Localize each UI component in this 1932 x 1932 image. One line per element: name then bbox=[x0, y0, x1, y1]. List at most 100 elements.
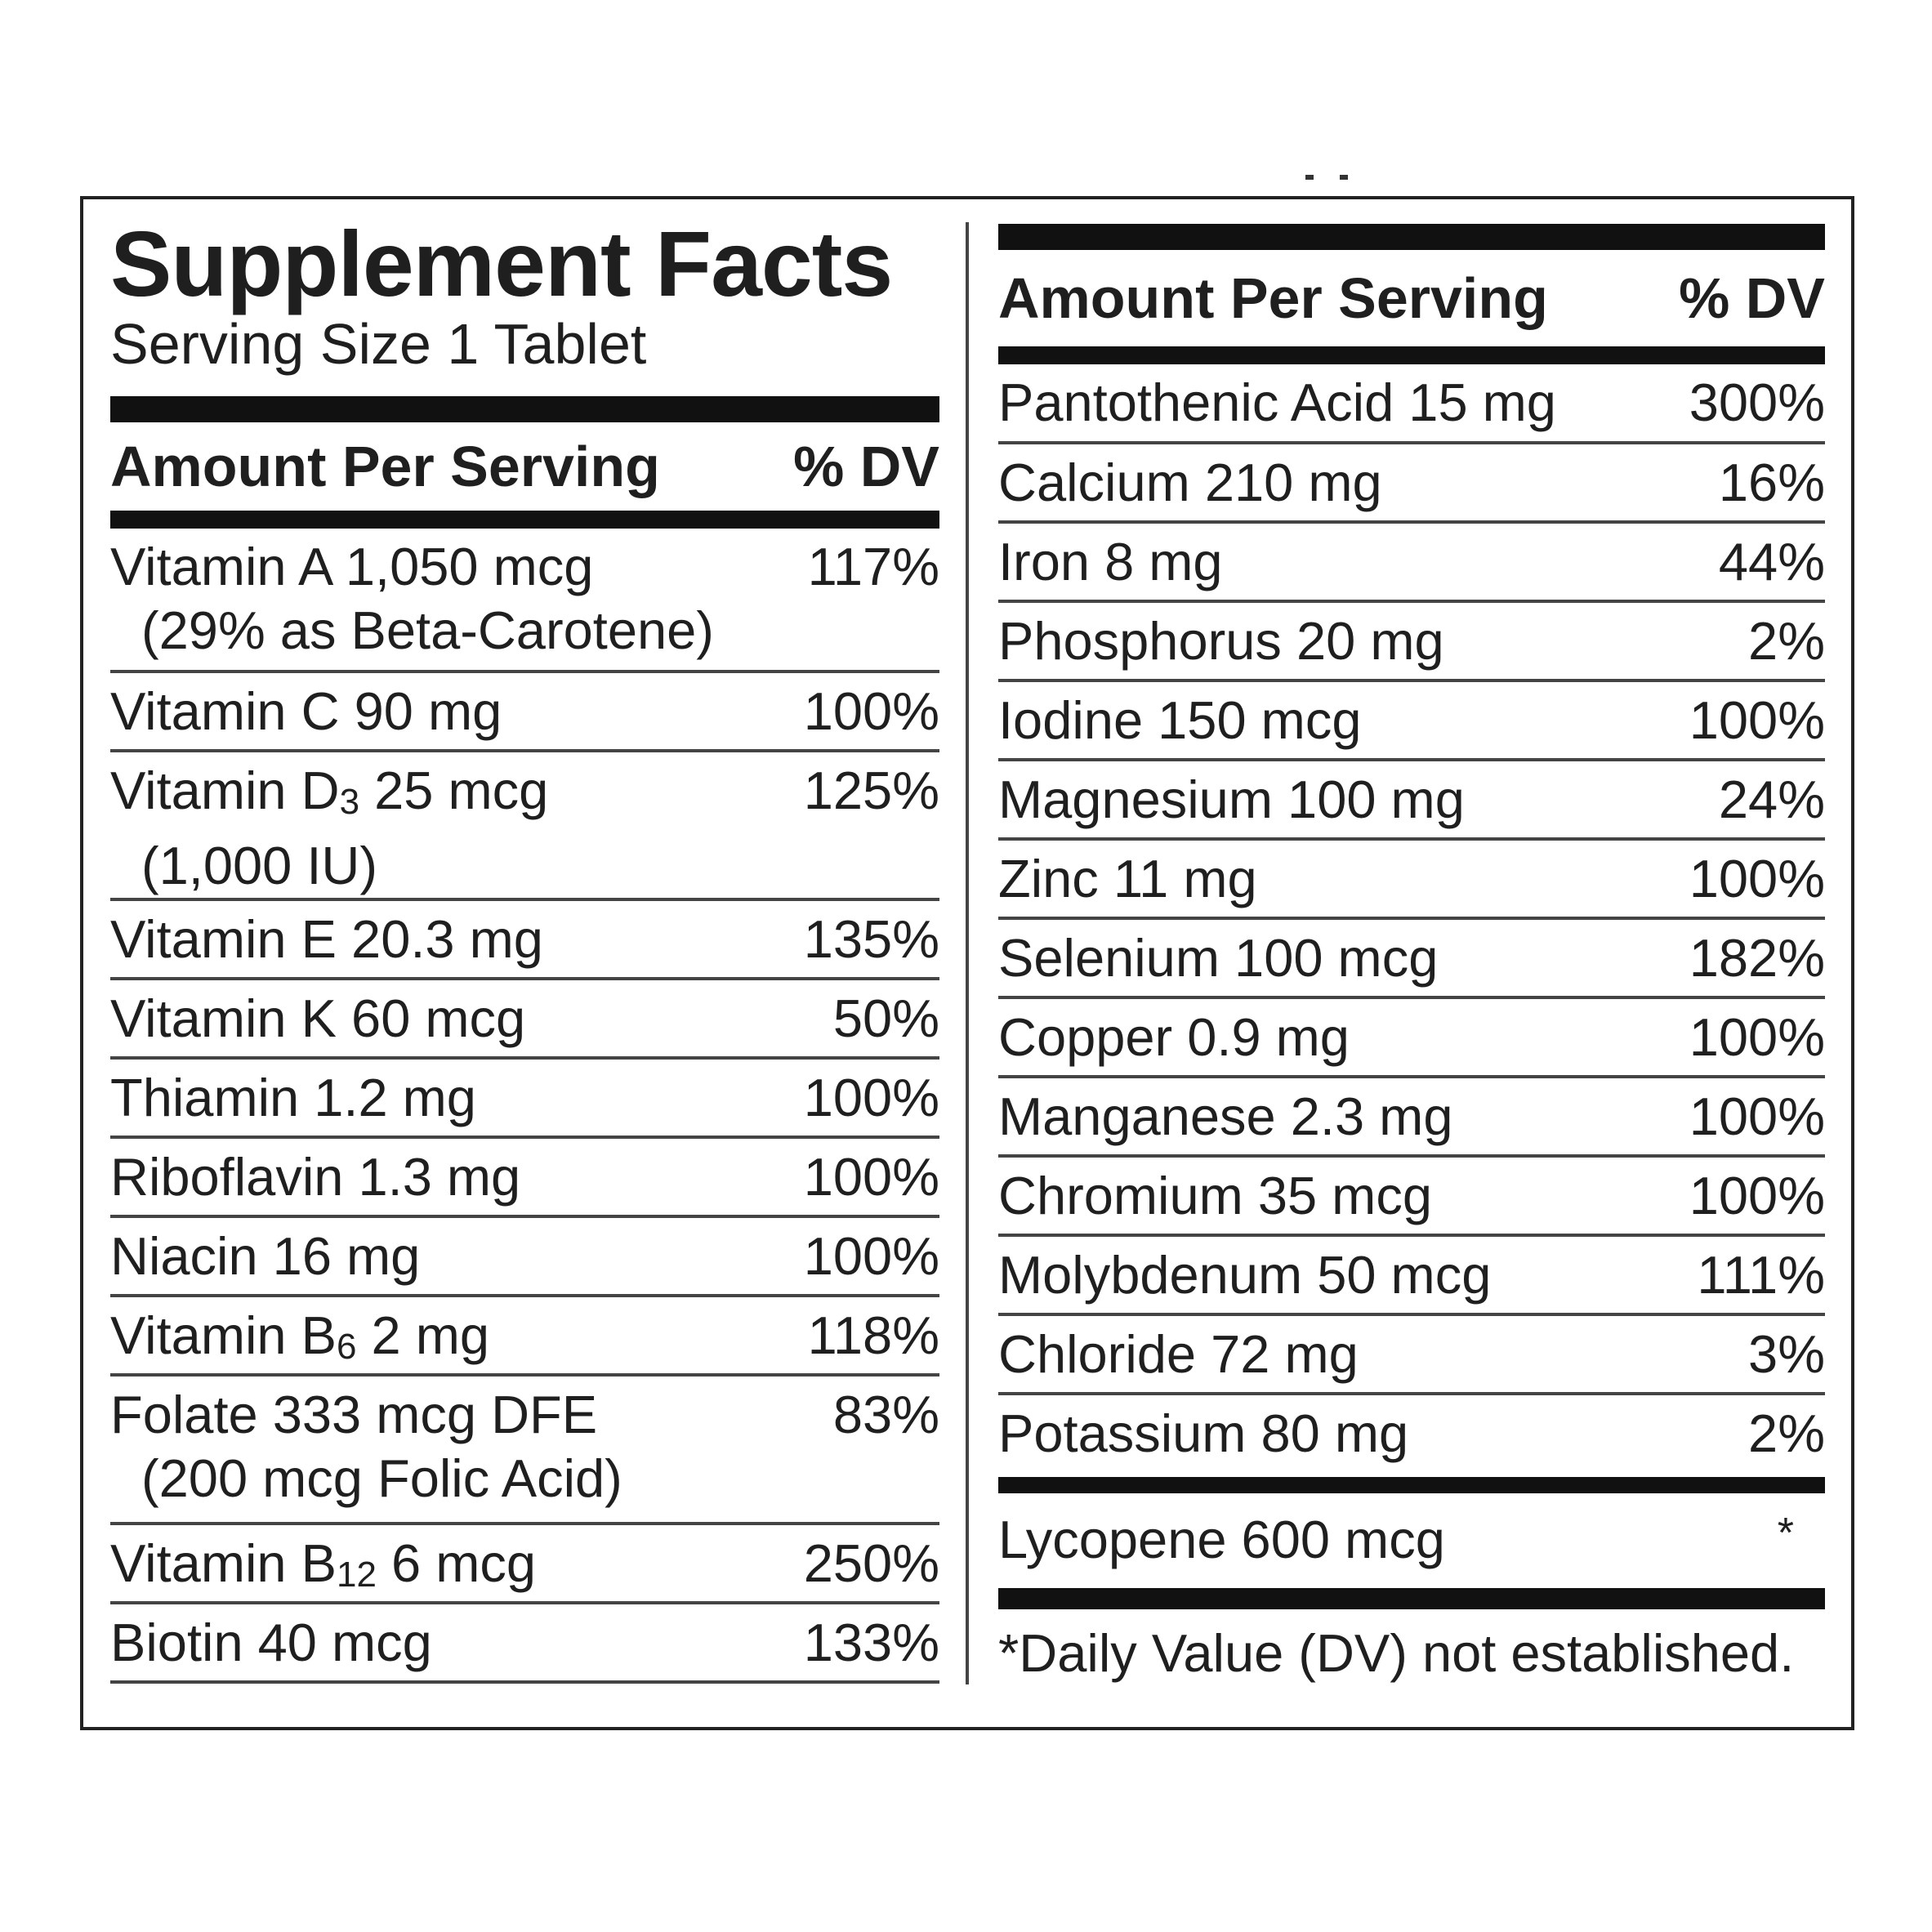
nutrient-dv: 100% bbox=[803, 1068, 939, 1127]
nutrient-name: Vitamin K 60 mcg bbox=[110, 988, 526, 1048]
nutrient-name: Calcium 210 mg bbox=[998, 453, 1382, 512]
nutrient-dv: 100% bbox=[1689, 1086, 1825, 1146]
nutrient-dv: 100% bbox=[1689, 1166, 1825, 1225]
nutrient-name: Iodine 150 mcg bbox=[998, 690, 1362, 750]
nutrient-dv: 16% bbox=[1718, 453, 1825, 512]
nutrient-name: Riboflavin 1.3 mg bbox=[110, 1147, 521, 1207]
nutrient-dv: 182% bbox=[1689, 928, 1825, 988]
nutrient-name: Niacin 16 mg bbox=[110, 1226, 421, 1286]
nutrient-dv: 100% bbox=[1689, 690, 1825, 750]
nutrient-row: Molybdenum 50 mcg 111% bbox=[998, 1237, 1825, 1316]
nutrient-dv: 100% bbox=[803, 1147, 939, 1207]
amount-header: Amount Per Serving bbox=[998, 266, 1548, 330]
nutrient-subtext: (1,000 IU) bbox=[141, 836, 378, 895]
section-rule bbox=[998, 1477, 1825, 1493]
nutrient-name: Iron 8 mg bbox=[998, 532, 1223, 591]
dv-header: % DV bbox=[793, 435, 939, 498]
nutrient-dv: 83% bbox=[832, 1385, 939, 1444]
section-rule bbox=[998, 1588, 1825, 1609]
nutrient-dv: 100% bbox=[1689, 1007, 1825, 1067]
serving-size: Serving Size 1 Tablet bbox=[110, 312, 647, 376]
nutrient-name: Selenium 100 mcg bbox=[998, 928, 1439, 988]
nutrient-row: Thiamin 1.2 mg 100% bbox=[110, 1060, 939, 1139]
nutrient-name: Thiamin 1.2 mg bbox=[110, 1068, 476, 1127]
top-mark bbox=[1305, 175, 1314, 180]
header-rule bbox=[110, 511, 939, 529]
nutrient-name: Manganese 2.3 mg bbox=[998, 1086, 1453, 1146]
nutrient-dv: 3% bbox=[1748, 1324, 1825, 1384]
nutrient-row: Vitamin B12 6 mcg 250% bbox=[110, 1525, 939, 1604]
nutrient-row: Zinc 11 mg 100% bbox=[998, 841, 1825, 920]
nutrient-dv: 2% bbox=[1748, 611, 1825, 671]
nutrient-dv: 111% bbox=[1697, 1245, 1825, 1305]
nutrient-row: Niacin 16 mg 100% bbox=[110, 1218, 939, 1297]
nutrient-row: Calcium 210 mg 16% bbox=[998, 444, 1825, 524]
nutrient-row: Riboflavin 1.3 mg 100% bbox=[110, 1139, 939, 1218]
nutrient-row: Pantothenic Acid 15 mg 300% bbox=[998, 364, 1825, 444]
nutrient-dv: 118% bbox=[807, 1305, 939, 1365]
nutrient-row: Vitamin D3 25 mcg (1,000 IU) 125% bbox=[110, 752, 939, 901]
nutrient-row: Vitamin E 20.3 mg 135% bbox=[110, 901, 939, 980]
nutrient-row: Selenium 100 mcg 182% bbox=[998, 920, 1825, 999]
nutrient-name: Biotin 40 mcg bbox=[110, 1613, 432, 1672]
nutrient-name: Chromium 35 mcg bbox=[998, 1166, 1432, 1225]
panel-title: Supplement Facts bbox=[110, 212, 893, 315]
amount-header: Amount Per Serving bbox=[110, 435, 660, 498]
nutrient-name: Vitamin D3 25 mcg bbox=[110, 761, 549, 822]
nutrient-name: Vitamin B6 2 mg bbox=[110, 1305, 490, 1367]
header-rule bbox=[998, 346, 1825, 364]
column-header: Amount Per Serving % DV bbox=[110, 422, 939, 511]
nutrient-name: Folate 333 mcg DFE bbox=[110, 1385, 598, 1444]
nutrient-name: Lycopene 600 mcg bbox=[998, 1510, 1445, 1569]
top-mark bbox=[1340, 175, 1348, 180]
nutrient-name: Vitamin E 20.3 mg bbox=[110, 909, 543, 969]
nutrient-name: Zinc 11 mg bbox=[998, 849, 1257, 908]
nutrient-subtext: (200 mcg Folic Acid) bbox=[141, 1448, 622, 1508]
nutrient-name: Vitamin A 1,050 mcg bbox=[110, 537, 594, 596]
nutrient-row: Iodine 150 mcg 100% bbox=[998, 682, 1825, 761]
footnote: *Daily Value (DV) not established. bbox=[998, 1623, 1795, 1683]
nutrient-row: Chromium 35 mcg 100% bbox=[998, 1158, 1825, 1237]
nutrient-name: Vitamin B12 6 mcg bbox=[110, 1533, 537, 1595]
nutrient-dv: 2% bbox=[1748, 1403, 1825, 1463]
nutrient-row: Vitamin A 1,050 mcg (29% as Beta-Carotene… bbox=[110, 529, 939, 673]
nutrient-row: Iron 8 mg 44% bbox=[998, 524, 1825, 603]
nutrient-dv: 50% bbox=[832, 988, 939, 1048]
nutrient-dv: 117% bbox=[807, 537, 939, 596]
left-column: Supplement Facts Serving Size 1 Tablet A… bbox=[110, 216, 939, 1684]
nutrient-dv: 250% bbox=[803, 1533, 939, 1593]
nutrient-row: Chloride 72 mg 3% bbox=[998, 1316, 1825, 1395]
nutrient-dv: 300% bbox=[1689, 373, 1825, 432]
nutrient-name: Potassium 80 mg bbox=[998, 1403, 1409, 1463]
nutrient-row: Vitamin C 90 mg 100% bbox=[110, 673, 939, 752]
nutrient-dv: 135% bbox=[803, 909, 939, 969]
thick-rule bbox=[110, 396, 939, 422]
thick-rule bbox=[998, 224, 1825, 250]
nutrient-row: Phosphorus 20 mg 2% bbox=[998, 603, 1825, 682]
nutrient-row: Vitamin K 60 mcg 50% bbox=[110, 980, 939, 1060]
nutrient-dv: 100% bbox=[803, 1226, 939, 1286]
nutrient-row: Folate 333 mcg DFE (200 mcg Folic Acid) 8… bbox=[110, 1376, 939, 1525]
nutrient-name: Vitamin C 90 mg bbox=[110, 681, 502, 741]
nutrient-dv: 100% bbox=[803, 681, 939, 741]
nutrient-row: Biotin 40 mcg 133% bbox=[110, 1604, 939, 1684]
nutrient-subtext: (29% as Beta-Carotene) bbox=[141, 600, 714, 660]
right-column: Amount Per Serving % DV Pantothenic Acid… bbox=[998, 222, 1825, 1686]
nutrient-name: Chloride 72 mg bbox=[998, 1324, 1359, 1384]
nutrient-dv: 100% bbox=[1689, 849, 1825, 908]
nutrient-row: Manganese 2.3 mg 100% bbox=[998, 1078, 1825, 1158]
nutrient-row: Vitamin B6 2 mg 118% bbox=[110, 1297, 939, 1376]
nutrient-name: Phosphorus 20 mg bbox=[998, 611, 1444, 671]
other-ingredient-row: Lycopene 600 mcg * bbox=[998, 1493, 1825, 1588]
nutrient-name: Copper 0.9 mg bbox=[998, 1007, 1350, 1067]
nutrient-dv: 24% bbox=[1718, 770, 1825, 829]
column-divider bbox=[966, 222, 969, 1684]
nutrient-row: Potassium 80 mg 2% bbox=[998, 1395, 1825, 1477]
nutrient-row: Magnesium 100 mg 24% bbox=[998, 761, 1825, 841]
nutrient-dv: 133% bbox=[803, 1613, 939, 1672]
nutrient-dv: 125% bbox=[803, 761, 939, 820]
nutrient-name: Magnesium 100 mg bbox=[998, 770, 1465, 829]
nutrient-dv: 44% bbox=[1718, 532, 1825, 591]
nutrient-row: Copper 0.9 mg 100% bbox=[998, 999, 1825, 1078]
supplement-facts-panel bbox=[80, 196, 1854, 1730]
